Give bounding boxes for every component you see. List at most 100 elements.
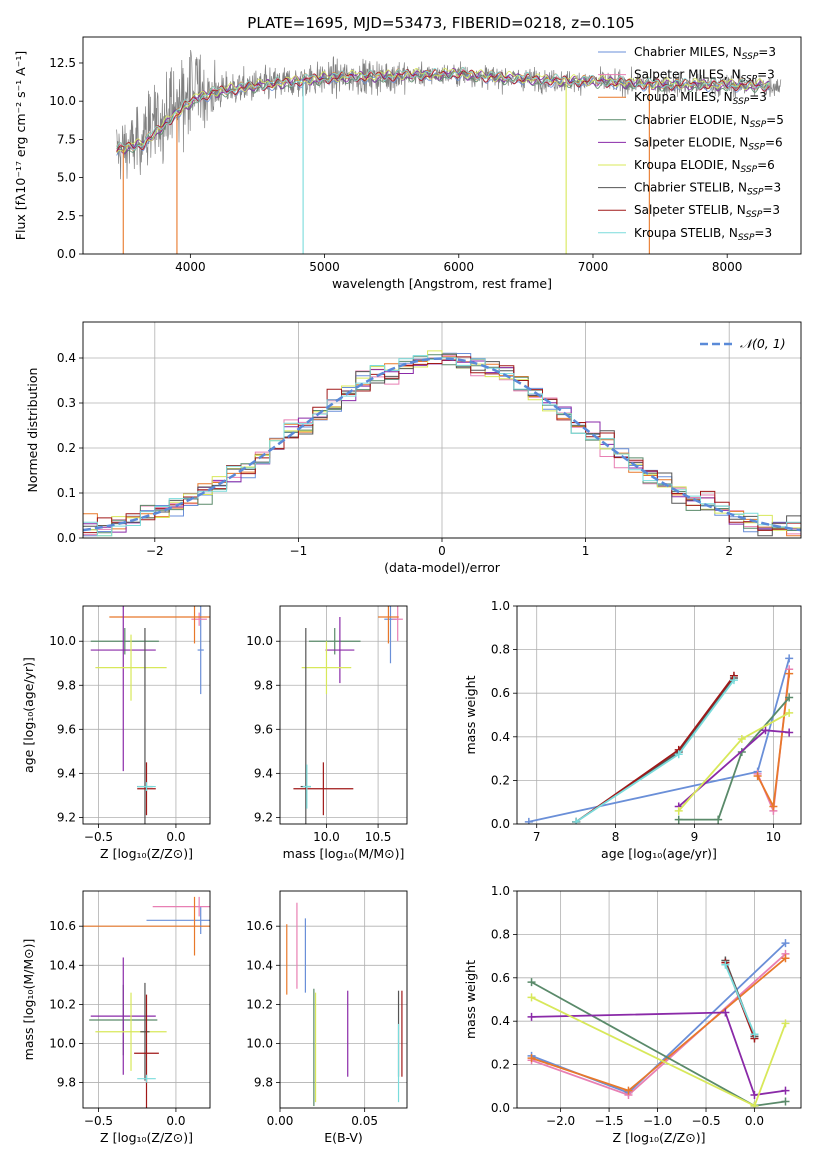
point-marker-kroupa_miles (527, 1054, 536, 1063)
legend-normal-label: 𝒩(0, 1) (740, 336, 786, 351)
y-tick-label: 7.5 (57, 132, 76, 146)
y-tick-label: 0.1 (57, 486, 76, 500)
plot-area (286, 902, 403, 1107)
x-tick-label: 7000 (578, 260, 609, 274)
spectrum-legend: Chabrier MILES, NSSP=3 Salpeter MILES, NS… (598, 45, 784, 243)
x-tick-label: 1 (582, 544, 590, 558)
x-axis-label: Z [log₁₀(Z/Z⊙)] (100, 846, 193, 861)
point-marker-chabrier_elodie (674, 815, 683, 824)
series-line-chabrier_miles (528, 658, 791, 823)
model-line-kroupa_stelib (116, 66, 770, 151)
y-tick-label: 0.2 (491, 773, 510, 787)
axes-frame (82, 605, 211, 825)
point-marker-kroupa_miles (624, 1086, 633, 1095)
x-axis-label: Z [log₁₀(Z/Z⊙)] (100, 1130, 193, 1145)
x-tick-label: 5000 (309, 260, 340, 274)
point-marker-kroupa_elodie (737, 734, 746, 743)
y-tick-label: 9.4 (57, 766, 76, 780)
point-marker-kroupa_elodie (750, 1101, 759, 1108)
legend-label-salpeter_miles: Salpeter MILES, NSSP=3 (634, 68, 775, 85)
legend-label-chabrier_stelib: Chabrier STELIB, NSSP=3 (634, 181, 781, 198)
point-marker-salpeter_elodie (750, 1090, 759, 1099)
x-axis-label: wavelength [Angstrom, rest frame] (332, 276, 552, 291)
y-tick-label: 12.5 (49, 56, 76, 70)
y-tick-label: 9.6 (57, 722, 76, 736)
y-tick-label: 10.0 (246, 634, 273, 648)
model-line-salpeter_miles (116, 69, 770, 152)
point-marker-kroupa_miles (769, 802, 778, 811)
axes-frame (82, 890, 211, 1109)
y-tick-label: 9.8 (254, 1076, 273, 1090)
y-tick-label: 0.6 (491, 971, 510, 985)
plot-area (83, 350, 801, 537)
y-axis-label: Flux [fλ10⁻¹⁷ erg cm⁻² s⁻¹ A⁻¹] (13, 51, 28, 240)
x-tick-label: 0.05 (351, 1114, 378, 1128)
axes-frame (279, 605, 408, 825)
spectrum-panel: 4000 5000 6000 7000 8000 0.0 2.5 5.0 7.5 10.0 12.5… (13, 36, 802, 291)
y-tick-label: 0.0 (57, 247, 76, 261)
spectrum-title: PLATE=1695, MJD=53473, FIBERID=0218, z=0… (247, 14, 634, 32)
point-marker-kroupa_elodie (785, 708, 794, 717)
x-tick-label: 10.5 (365, 830, 392, 844)
legend-label-chabrier_miles: Chabrier MILES, NSSP=3 (634, 45, 776, 62)
y-tick-label: 0.4 (491, 1014, 510, 1028)
point-marker-chabrier_miles (524, 817, 533, 824)
y-tick-label: 10.6 (49, 919, 76, 933)
x-tick-label: 6000 (444, 260, 475, 274)
point-marker-salpeter_elodie (721, 1008, 730, 1017)
point-marker-salpeter_elodie (527, 1012, 536, 1021)
x-axis-label: mass [log₁₀(M/M⊙)] (283, 846, 405, 861)
y-tick-label: 9.8 (57, 1076, 76, 1090)
x-axis-label: Z [log₁₀(Z/Z⊙)] (613, 1130, 706, 1145)
point-marker-chabrier_miles (785, 654, 794, 663)
y-tick-label: 9.4 (254, 766, 273, 780)
x-tick-label: 2 (725, 544, 733, 558)
axes-frame (279, 890, 408, 1109)
axes-frame (82, 36, 802, 255)
y-tick-label: 10.6 (246, 919, 273, 933)
series-line-chabrier_stelib (575, 677, 735, 823)
plot-area (83, 896, 210, 1108)
x-tick-label: −0.5 (84, 830, 113, 844)
legend-label-kroupa_stelib: Kroupa STELIB, NSSP=3 (634, 226, 772, 243)
x-tick-label: 10 (766, 830, 781, 844)
y-axis-label: mass weight (463, 960, 478, 1039)
point-marker-salpeter_elodie (781, 1086, 790, 1095)
model-line-chabrier_elodie (116, 70, 770, 154)
point-marker-kroupa_miles (781, 954, 790, 963)
y-tick-label: 9.8 (254, 678, 273, 692)
y-tick-label: 9.6 (254, 722, 273, 736)
y-tick-label: 10.0 (246, 1036, 273, 1050)
x-tick-label: 0.00 (267, 1114, 294, 1128)
series-line-salpeter_elodie (531, 1011, 786, 1096)
x-tick-label: 8 (612, 830, 620, 844)
point-marker-salpeter_elodie (761, 726, 770, 735)
legend-label-salpeter_elodie: Salpeter ELODIE, NSSP=6 (634, 135, 783, 152)
x-tick-label: 0.0 (166, 830, 185, 844)
series-line-salpeter_stelib (575, 675, 735, 823)
point-marker-kroupa_stelib (729, 676, 738, 685)
x-tick-label: −1.5 (595, 1114, 624, 1128)
plot-area (524, 654, 794, 824)
series-line-salpeter_elodie (678, 729, 790, 808)
series-line-kroupa_stelib (575, 679, 735, 823)
y-tick-label: 0.6 (491, 686, 510, 700)
y-tick-label: 9.2 (57, 810, 76, 824)
y-tick-label: 2.5 (57, 209, 76, 223)
axes-frame (516, 890, 802, 1109)
y-axis-label: mass [log₁₀(M/M⊙)] (21, 939, 36, 1061)
y-axis-label: age [log₁₀(age/yr)] (21, 657, 36, 773)
y-tick-label: 10.0 (49, 1036, 76, 1050)
y-tick-label: 10.2 (49, 997, 76, 1011)
point-marker-kroupa_elodie (781, 1019, 790, 1028)
x-tick-label: 9 (691, 830, 699, 844)
point-marker-chabrier_elodie (714, 815, 723, 824)
y-tick-label: 0.4 (57, 351, 76, 365)
y-tick-label: 0.0 (491, 817, 510, 831)
legend-label-salpeter_stelib: Salpeter STELIB, NSSP=3 (634, 203, 780, 220)
y-tick-label: 9.2 (254, 810, 273, 824)
plot-area (527, 939, 790, 1108)
x-tick-label: −0.5 (691, 1114, 720, 1128)
legend-label-kroupa_miles: Kroupa MILES, NSSP=3 (634, 90, 767, 107)
